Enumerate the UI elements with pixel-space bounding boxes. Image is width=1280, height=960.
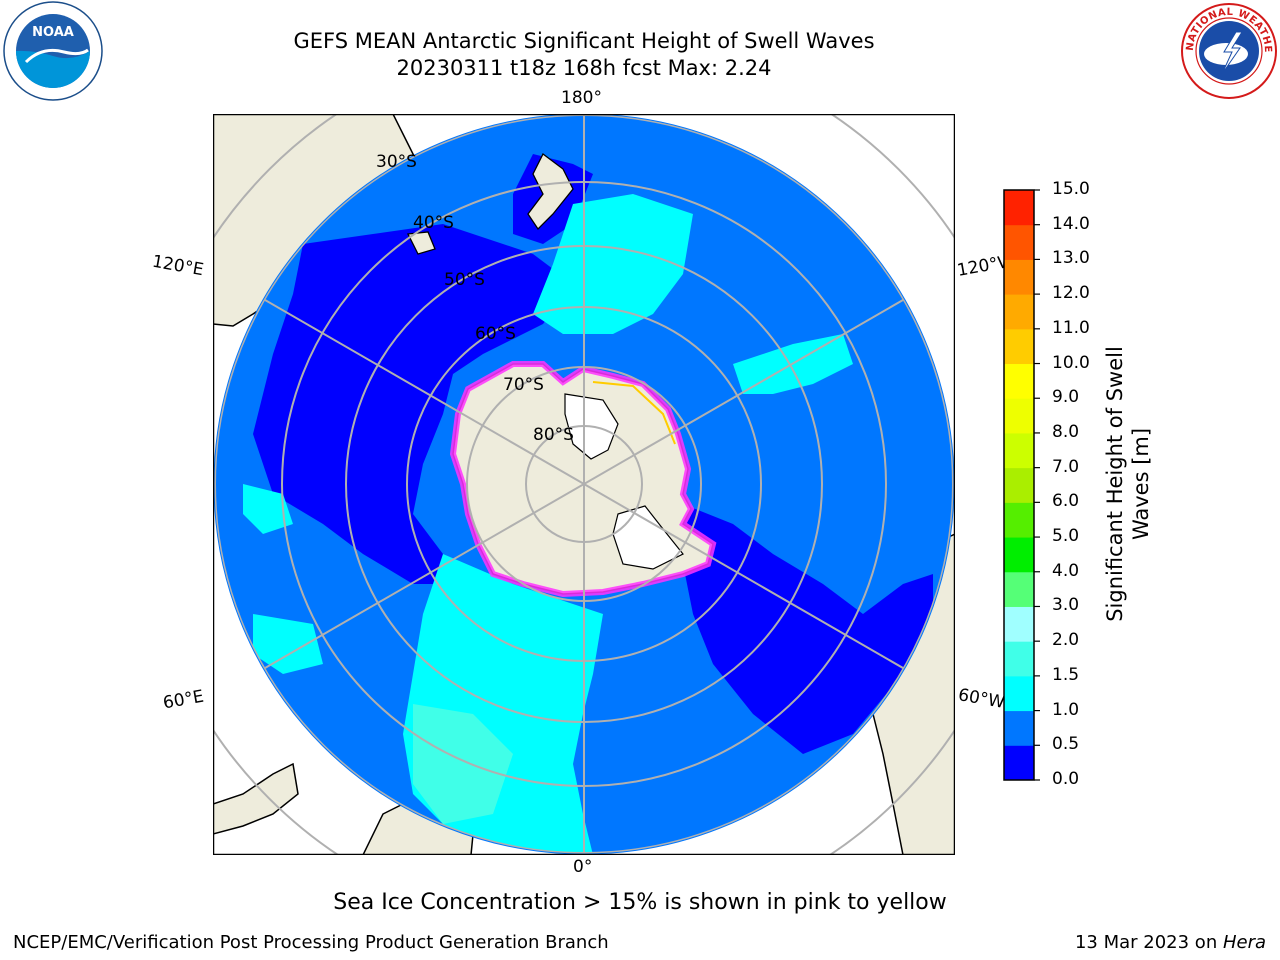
lat-label-80S: 80°S [533, 425, 574, 445]
colorbar-tick-label: 14.0 [1052, 213, 1090, 234]
colorbar-tick-label: 1.5 [1052, 664, 1080, 685]
colorbar-segment [1004, 675, 1034, 712]
colorbar-segment [1004, 259, 1034, 295]
colorbar-label: Significant Height of Swell Waves [m] [1102, 346, 1154, 622]
colorbar-border [1003, 189, 1035, 781]
footer-machine: Hera [1222, 932, 1266, 953]
colorbar-segment [1004, 432, 1034, 469]
meridian-120E-60W [214, 269, 954, 699]
colorbar-segment [1004, 606, 1034, 642]
lat-label-30S: 30°S [376, 152, 417, 172]
noaa-logo-icon: NOAA [3, 1, 103, 101]
ocean-swell-below-0.5-southeast [683, 504, 933, 754]
chart-title: GEFS MEAN Antarctic Significant Height o… [293, 29, 875, 53]
colorbar-tick-label: 1.0 [1052, 699, 1080, 720]
footer-date: 13 Mar 2023 on Hera [1075, 932, 1266, 953]
colorbar-label-line1: Significant Height of Swell [1103, 346, 1127, 622]
map-frame-border [213, 114, 955, 855]
lat-label-60S: 60°S [475, 324, 516, 344]
lon-label-120E: 120°E [150, 251, 206, 281]
colorbar-segment [1004, 363, 1034, 399]
landmass-africa [213, 762, 299, 835]
colorbar-tick-label: 8.0 [1052, 421, 1080, 442]
ice-shelf-weddell [612, 505, 684, 570]
colorbar [1003, 189, 1040, 781]
colorbar-tick-label: 4.0 [1052, 560, 1080, 581]
lat-label-70S: 70°S [503, 375, 544, 395]
ocean-swell-1.0-1.5-southwest [253, 614, 323, 674]
colorbar-segment [1004, 398, 1034, 434]
noaa-logo-text: NOAA [32, 25, 74, 40]
colorbar-tick-label: 2.0 [1052, 630, 1080, 651]
colorbar-segment [1004, 537, 1034, 573]
colorbar-tick-label: 0.5 [1052, 734, 1080, 755]
colorbar-segment [1004, 224, 1034, 260]
lon-label-0: 0° [573, 857, 593, 877]
footer-date-text: 13 Mar 2023 on [1074, 932, 1223, 953]
sea-ice-note: Sea Ice Concentration > 15% is shown in … [333, 890, 947, 915]
nws-logo-icon: NATIONAL WEATHER SERVICE [1180, 2, 1277, 99]
lat-label-40S: 40°S [413, 213, 454, 233]
colorbar-segment [1004, 328, 1034, 365]
lon-label-180: 180° [561, 88, 602, 108]
colorbar-segment [1004, 294, 1034, 330]
landmass-tasmania [406, 231, 436, 255]
ocean-swell-below-0.5-west [253, 224, 573, 584]
footer-producer: NCEP/EMC/Verification Post Processing Pr… [13, 932, 609, 953]
colorbar-label-line2: Waves [m] [1129, 427, 1153, 541]
colorbar-tick-label: 10.0 [1052, 352, 1090, 373]
colorbar-tick-label: 13.0 [1052, 248, 1090, 269]
colorbar-tick-label: 12.0 [1052, 283, 1090, 304]
colorbar-segment [1004, 710, 1034, 746]
colorbar-tick-label: 11.0 [1052, 317, 1090, 338]
colorbar-segment [1004, 571, 1034, 607]
sea-ice-edge [449, 361, 717, 598]
colorbar-segment [1004, 745, 1034, 781]
map-panel [213, 114, 955, 855]
colorbar-segment [1004, 502, 1034, 538]
colorbar-tick-label: 6.0 [1052, 491, 1080, 512]
colorbar-tick-label: 0.0 [1052, 769, 1080, 789]
colorbar-tick-label: 15.0 [1052, 179, 1090, 199]
sea-ice-yellow-band [592, 381, 676, 445]
colorbar-tick-label: 9.0 [1052, 387, 1080, 408]
colorbar-tick-label: 5.0 [1052, 526, 1080, 547]
lat-label-50S: 50°S [444, 270, 485, 290]
colorbar-segment [1004, 467, 1034, 503]
colorbar-segment [1004, 641, 1034, 677]
ocean-swell-1.0-1.5-west [243, 484, 293, 534]
colorbar-segment [1004, 190, 1034, 226]
ocean-swell-1.5-2.0-patch [413, 704, 513, 824]
landmass-newzealand [527, 153, 574, 231]
ocean-swell-1.0-1.5-north [533, 194, 693, 334]
colorbar-tick-label: 3.0 [1052, 595, 1080, 616]
lon-label-60E: 60°E [161, 686, 206, 714]
colorbar-tick-label: 7.0 [1052, 456, 1080, 477]
chart-subtitle: 20230311 t18z 168h fcst Max: 2.24 [396, 56, 772, 80]
lon-label-60W: 60°W [956, 685, 1007, 713]
